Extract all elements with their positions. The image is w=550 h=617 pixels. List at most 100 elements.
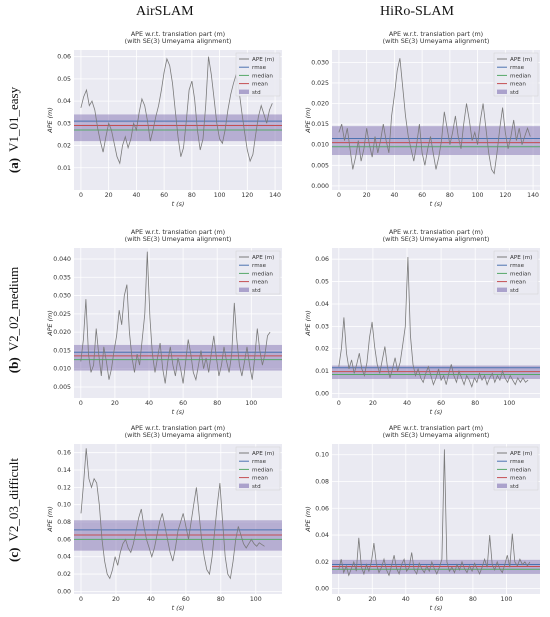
x-tick-label: 60 bbox=[179, 400, 187, 407]
chart-subtitle: (with SE(3) Umeyama alignment) bbox=[125, 235, 232, 243]
chart-title: APE w.r.t. translation part (m) bbox=[389, 228, 483, 236]
ape-series-line bbox=[80, 56, 273, 165]
row-tag: (b) bbox=[6, 357, 22, 374]
legend-label: APE (m) bbox=[510, 255, 532, 261]
legend-label: median bbox=[510, 271, 531, 277]
x-tick-label: 60 bbox=[182, 596, 190, 603]
chart-subtitle: (with SE(3) Umeyama alignment) bbox=[383, 431, 490, 439]
legend-label: rmse bbox=[510, 65, 525, 71]
x-tick-label: 60 bbox=[160, 192, 168, 199]
x-tick-label: 140 bbox=[527, 192, 539, 199]
y-tick-label: 0.00 bbox=[315, 391, 329, 398]
y-axis-label: APE (m) bbox=[46, 107, 54, 134]
legend-label: rmse bbox=[252, 263, 267, 269]
x-tick-label: 20 bbox=[111, 400, 119, 407]
legend-label: rmse bbox=[510, 459, 525, 465]
chart-subtitle: (with SE(3) Umeyama alignment) bbox=[125, 431, 232, 439]
y-tick-label: 0.025 bbox=[311, 80, 329, 87]
x-tick-label: 20 bbox=[363, 192, 371, 199]
chart-title: APE w.r.t. translation part (m) bbox=[131, 30, 225, 38]
x-tick-label: 80 bbox=[188, 192, 196, 199]
ape-series-line bbox=[80, 251, 271, 384]
y-tick-label: 0.015 bbox=[53, 347, 71, 354]
legend-label: median bbox=[252, 467, 273, 473]
x-axis-label: t (s) bbox=[430, 604, 443, 612]
y-tick-label: 0.10 bbox=[315, 452, 329, 459]
x-tick-label: 20 bbox=[368, 596, 376, 603]
legend-label: std bbox=[510, 288, 519, 294]
legend-box bbox=[235, 52, 281, 97]
y-tick-label: 0.04 bbox=[315, 301, 329, 308]
row-label-c: (c) V2_03_difficult bbox=[4, 420, 24, 600]
legend-label: median bbox=[510, 467, 531, 473]
legend-label: APE (m) bbox=[252, 57, 274, 63]
legend-box bbox=[493, 446, 539, 491]
legend-label: rmse bbox=[252, 459, 267, 465]
y-axis-label: APE (m) bbox=[46, 310, 54, 337]
x-axis-label: t (s) bbox=[172, 604, 185, 612]
chart-title: APE w.r.t. translation part (m) bbox=[389, 30, 483, 38]
legend-swatch bbox=[239, 483, 249, 488]
legend-label: APE (m) bbox=[252, 451, 274, 457]
y-tick-label: 0.02 bbox=[315, 346, 329, 353]
y-tick-label: 0.025 bbox=[53, 311, 71, 318]
y-axis-label: APE (m) bbox=[304, 310, 312, 337]
ape-series-line bbox=[80, 448, 265, 580]
legend-swatch bbox=[239, 287, 249, 292]
x-tick-label: 40 bbox=[145, 400, 153, 407]
legend-swatch bbox=[497, 89, 507, 94]
legend-label: mean bbox=[252, 280, 268, 286]
x-tick-label: 0 bbox=[79, 400, 83, 407]
row-label-a: (a) V1_01_easy bbox=[4, 40, 24, 220]
legend-label: APE (m) bbox=[510, 57, 532, 63]
legend-label: std bbox=[252, 90, 261, 96]
y-tick-label: 0.015 bbox=[311, 121, 329, 128]
x-tick-label: 140 bbox=[269, 192, 281, 199]
ape-series-line bbox=[338, 449, 531, 577]
legend-label: mean bbox=[252, 82, 268, 88]
legend-label: mean bbox=[510, 280, 526, 286]
x-tick-label: 80 bbox=[446, 192, 454, 199]
y-axis-label: APE (m) bbox=[304, 107, 312, 134]
x-tick-label: 100 bbox=[472, 192, 484, 199]
y-tick-label: 0.14 bbox=[57, 467, 71, 474]
x-tick-label: 120 bbox=[241, 192, 253, 199]
chart-panel-c-airslam: APE w.r.t. translation part (m)(with SE(… bbox=[46, 424, 282, 612]
x-tick-label: 60 bbox=[418, 192, 426, 199]
y-tick-label: 0.10 bbox=[57, 502, 71, 509]
column-header-hiro-slam: HiRo-SLAM bbox=[380, 4, 454, 19]
x-tick-label: 120 bbox=[499, 192, 511, 199]
y-tick-label: 0.000 bbox=[311, 183, 329, 190]
legend-swatch bbox=[497, 483, 507, 488]
y-tick-label: 0.06 bbox=[57, 54, 71, 61]
legend-label: rmse bbox=[252, 65, 267, 71]
legend-label: std bbox=[252, 288, 261, 294]
y-tick-label: 0.06 bbox=[57, 536, 71, 543]
x-tick-label: 20 bbox=[112, 596, 120, 603]
legend-label: std bbox=[510, 90, 519, 96]
x-tick-label: 40 bbox=[390, 192, 398, 199]
legend-label: median bbox=[252, 73, 273, 79]
y-tick-label: 0.00 bbox=[57, 588, 71, 595]
y-tick-label: 0.00 bbox=[315, 586, 329, 593]
chart-panel-c-hiro: APE w.r.t. translation part (m)(with SE(… bbox=[304, 424, 540, 612]
x-tick-label: 100 bbox=[503, 400, 515, 407]
chart-panel-a-hiro: APE w.r.t. translation part (m)(with SE(… bbox=[304, 30, 540, 208]
legend-label: mean bbox=[252, 476, 268, 482]
x-axis-label: t (s) bbox=[430, 200, 443, 208]
chart-title: APE w.r.t. translation part (m) bbox=[131, 424, 225, 432]
x-tick-label: 100 bbox=[245, 400, 257, 407]
y-axis-label: APE (m) bbox=[46, 506, 54, 533]
x-axis-label: t (s) bbox=[172, 200, 185, 208]
y-tick-label: 0.08 bbox=[315, 479, 329, 486]
legend-label: median bbox=[510, 73, 531, 79]
x-tick-label: 0 bbox=[337, 400, 341, 407]
legend-swatch bbox=[239, 89, 249, 94]
legend-box bbox=[235, 446, 281, 491]
y-tick-label: 0.04 bbox=[57, 554, 71, 561]
y-tick-label: 0.05 bbox=[57, 76, 71, 83]
y-tick-label: 0.020 bbox=[311, 101, 329, 108]
y-tick-label: 0.02 bbox=[315, 559, 329, 566]
x-tick-label: 60 bbox=[435, 596, 443, 603]
y-tick-label: 0.01 bbox=[57, 165, 71, 172]
